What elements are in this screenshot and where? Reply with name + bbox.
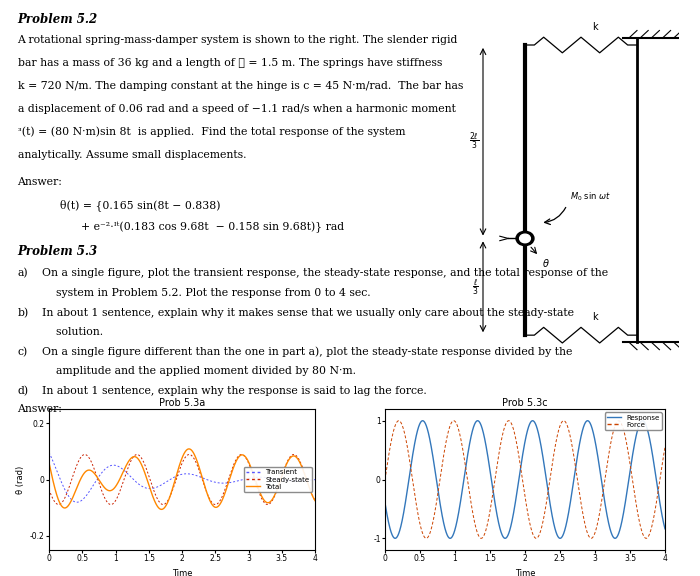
Text: a displacement of 0.06 rad and a speed of −1.1 rad/s when a harmonic moment: a displacement of 0.06 rad and a speed o… — [18, 104, 456, 113]
Steady-state — [174, 469, 183, 476]
Text: + e⁻²⋅ᴵᵗ(0.183 cos 9.68t  − 0.158 sin 9.68t)} rad: + e⁻²⋅ᴵᵗ(0.183 cos 9.68t − 0.158 sin 9.6… — [60, 221, 344, 233]
Steady-state — [254, 488, 262, 495]
Steady-state — [45, 486, 53, 493]
Line: Steady-state: Steady-state — [49, 454, 315, 505]
Legend: Transient, Steady-state, Total: Transient, Steady-state, Total — [244, 467, 312, 492]
X-axis label: Time: Time — [514, 569, 536, 576]
Total — [311, 497, 319, 504]
Text: k: k — [592, 312, 598, 322]
Text: θ(t) = {0.165 sin(8t − 0.838): θ(t) = {0.165 sin(8t − 0.838) — [60, 199, 220, 211]
Response — [446, 535, 454, 542]
Force — [653, 495, 662, 502]
Line: Response: Response — [385, 420, 665, 539]
Title: Prob 5.3a: Prob 5.3a — [159, 398, 205, 408]
Text: amplitude and the applied moment divided by 80 N·m.: amplitude and the applied moment divided… — [42, 366, 356, 376]
Text: $\frac{\ell}{3}$: $\frac{\ell}{3}$ — [472, 277, 479, 297]
Line: Total: Total — [49, 449, 315, 509]
Text: On a single figure different than the one in part a), plot the steady-state resp: On a single figure different than the on… — [42, 347, 573, 357]
Transient — [73, 499, 81, 506]
X-axis label: Time: Time — [172, 569, 193, 576]
Force — [587, 535, 596, 542]
Transient — [303, 477, 312, 484]
Response — [661, 525, 669, 532]
Force — [381, 476, 389, 483]
Text: analytically. Assume small displacements.: analytically. Assume small displacements… — [18, 150, 246, 160]
Transient — [311, 476, 319, 483]
Total — [174, 465, 183, 472]
Transient — [174, 472, 183, 479]
Total — [45, 459, 53, 466]
Steady-state — [311, 497, 319, 504]
Text: Problem 5.3: Problem 5.3 — [18, 245, 97, 259]
Transient — [58, 482, 66, 488]
Text: ᵌ(t) = (80 N·m)sin 8t  is applied.  Find the total response of the system: ᵌ(t) = (80 N·m)sin 8t is applied. Find t… — [18, 127, 405, 137]
Total — [303, 479, 312, 486]
Force — [395, 417, 403, 424]
Transient — [254, 474, 262, 481]
Total — [303, 479, 312, 486]
Total — [167, 488, 176, 495]
Text: $\theta$: $\theta$ — [542, 257, 550, 270]
Total — [58, 503, 66, 510]
Steady-state — [58, 498, 66, 505]
Circle shape — [516, 232, 534, 245]
Steady-state — [167, 490, 176, 497]
Transient — [45, 449, 53, 456]
Text: solution.: solution. — [42, 327, 103, 337]
Text: $M_0$ sin $\omega t$: $M_0$ sin $\omega t$ — [570, 190, 611, 203]
Response — [653, 482, 662, 488]
Text: On a single figure, plot the transient response, the steady-state response, and : On a single figure, plot the transient r… — [42, 268, 608, 278]
Response — [381, 499, 389, 506]
Text: Problem 5.2: Problem 5.2 — [18, 13, 97, 26]
Force — [601, 471, 610, 478]
Text: k = 720 N/m. The damping constant at the hinge is c = 45 N·m/rad.  The bar has: k = 720 N/m. The damping constant at the… — [18, 81, 463, 90]
Text: b): b) — [18, 308, 29, 318]
Steady-state — [106, 501, 115, 508]
Text: In about 1 sentence, explain why it makes sense that we usually only care about : In about 1 sentence, explain why it make… — [42, 308, 574, 317]
Text: Answer:: Answer: — [18, 404, 62, 414]
Line: Transient: Transient — [49, 453, 315, 502]
Force — [395, 418, 404, 425]
Response — [601, 504, 610, 511]
Response — [510, 508, 518, 515]
Total — [255, 486, 263, 493]
Text: k: k — [592, 22, 598, 32]
Text: system in Problem 5.2. Plot the response from 0 to 4 sec.: system in Problem 5.2. Plot the response… — [42, 288, 370, 298]
Text: In about 1 sentence, explain why the response is said to lag the force.: In about 1 sentence, explain why the res… — [42, 386, 427, 396]
Transient — [167, 475, 176, 482]
Steady-state — [303, 478, 312, 485]
Total — [185, 445, 193, 452]
Y-axis label: θ (rad): θ (rad) — [15, 465, 24, 494]
Steady-state — [303, 479, 312, 486]
Text: d): d) — [18, 386, 29, 396]
Title: Prob 5.3c: Prob 5.3c — [502, 398, 548, 408]
Text: Answer:: Answer: — [18, 177, 62, 187]
Response — [517, 460, 526, 467]
Legend: Response, Force: Response, Force — [605, 412, 661, 430]
Line: Force: Force — [385, 420, 665, 539]
Text: $\frac{2\ell}{3}$: $\frac{2\ell}{3}$ — [468, 131, 479, 153]
Force — [661, 444, 669, 450]
Force — [517, 468, 526, 475]
Force — [653, 494, 662, 501]
Response — [638, 417, 647, 424]
Text: c): c) — [18, 347, 28, 357]
Text: A rotational spring-mass-damper system is shown to the right. The slender rigid: A rotational spring-mass-damper system i… — [18, 35, 458, 44]
Transient — [303, 477, 312, 484]
Force — [510, 427, 518, 434]
Response — [653, 481, 662, 488]
Text: bar has a mass of 36 kg and a length of ℓ = 1.5 m. The springs have stiffness: bar has a mass of 36 kg and a length of … — [18, 58, 442, 67]
Text: a): a) — [18, 268, 28, 279]
Total — [158, 506, 166, 513]
Circle shape — [519, 234, 531, 242]
Steady-state — [290, 451, 298, 458]
Response — [395, 528, 403, 535]
